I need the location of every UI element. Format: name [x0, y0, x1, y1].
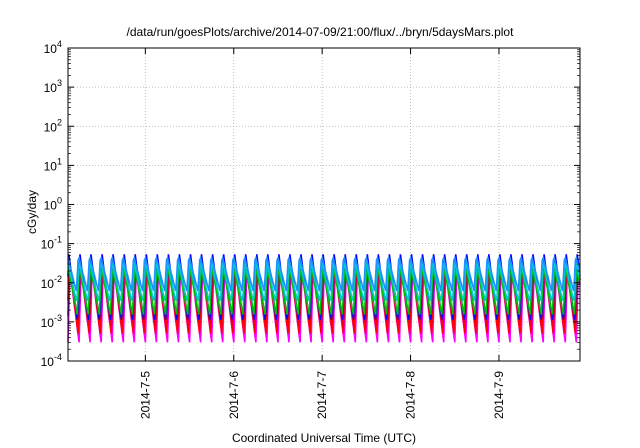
series-line [67, 268, 581, 315]
x-tick-label: 2014-7-7 [315, 371, 329, 419]
series-line [67, 262, 581, 301]
x-tick-label: 2014-7-6 [227, 371, 241, 419]
y-tick-labels: 10-4 10-3 10-2 10-1 100 101 102 103 104 [41, 39, 580, 369]
y-tick-label: 10-4 [41, 352, 62, 369]
series-group [67, 254, 581, 343]
series-line [67, 255, 581, 292]
x-tick-label: 2014-7-8 [404, 371, 418, 419]
y-axis-label: cGy/day [25, 190, 39, 234]
y-tick-label: 100 [44, 196, 62, 213]
x-axis-label: Coordinated Universal Time (UTC) [232, 431, 416, 445]
y-tick-label: 103 [44, 78, 62, 95]
y-tick-label: 101 [44, 156, 62, 173]
y-tick-label: 10-1 [41, 235, 62, 252]
x-tick-label: 2014-7-5 [138, 371, 152, 419]
x-tick-label: 2014-7-9 [492, 371, 506, 419]
y-tick-label: 10-3 [41, 313, 62, 330]
y-tick-label: 102 [44, 117, 62, 134]
y-tick-label: 104 [44, 39, 62, 56]
chart-title: /data/run/goesPlots/archive/2014-07-09/2… [127, 25, 515, 39]
x-tick-labels: 2014-7-5 2014-7-6 2014-7-7 2014-7-8 2014-7-9 [138, 48, 506, 419]
y-tick-label: 10-2 [41, 274, 62, 291]
